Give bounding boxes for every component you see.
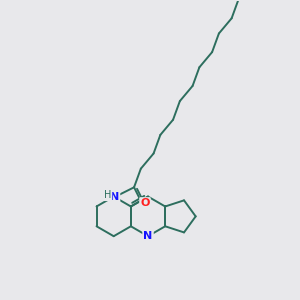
Text: N: N [143,231,153,241]
Text: H: H [104,190,111,200]
Text: N: N [110,192,119,202]
Text: O: O [140,198,150,208]
